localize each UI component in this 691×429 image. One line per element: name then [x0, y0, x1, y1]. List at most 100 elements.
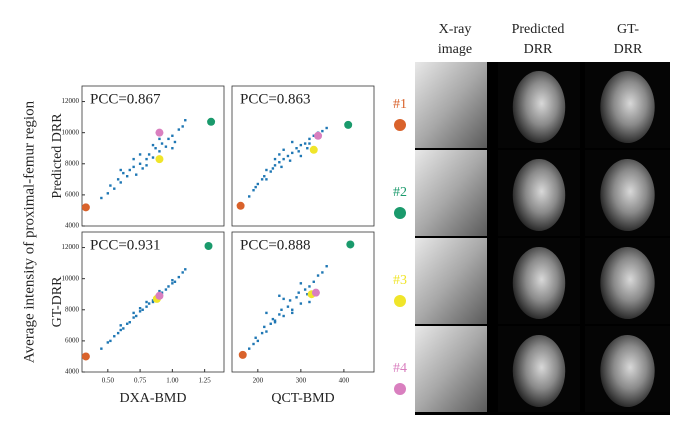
point [177, 128, 181, 131]
highlight-point [344, 120, 353, 129]
point [291, 311, 294, 315]
point [308, 300, 311, 304]
highlight-point [81, 352, 90, 361]
point [263, 325, 266, 329]
point [119, 328, 122, 332]
y-axis-label: Average intensity of proximal-femur regi… [21, 100, 37, 363]
point [145, 164, 148, 167]
femur-shape [512, 159, 566, 231]
point [116, 331, 120, 335]
plot-frame [81, 85, 225, 227]
point [297, 291, 300, 294]
point [252, 342, 255, 346]
point [286, 305, 290, 308]
point [125, 175, 129, 178]
point [306, 293, 309, 296]
point [278, 161, 281, 164]
x-tick-label: 1.00 [166, 377, 179, 385]
image-tile [415, 150, 487, 236]
point [171, 134, 174, 137]
x-tick-label: 300 [296, 377, 307, 385]
point [119, 181, 122, 184]
point [128, 321, 131, 324]
y-tick-label: 10000 [62, 128, 80, 136]
highlight-point [204, 242, 213, 250]
row-label: #3 [393, 273, 407, 288]
column-header: DRR [524, 42, 553, 57]
point [288, 159, 292, 162]
point [254, 185, 257, 189]
point [312, 280, 315, 283]
y-tick-label: 4000 [65, 368, 80, 376]
column-header: image [438, 42, 472, 57]
highlight-point [155, 291, 164, 300]
point [280, 165, 283, 169]
point [158, 289, 161, 293]
point [265, 311, 268, 315]
point [132, 311, 135, 315]
row-marker [394, 383, 406, 395]
femur-shape [512, 335, 566, 407]
row-label: #1 [393, 97, 407, 112]
point [282, 148, 285, 151]
x-tick-label: 0.75 [134, 377, 147, 385]
y-axis-label: Predicted DRR [50, 113, 65, 199]
x-axis-label: DXA-BMD [120, 391, 187, 406]
point [141, 167, 144, 170]
image-tile [415, 62, 487, 148]
point [113, 335, 116, 338]
point [100, 347, 103, 350]
image-grid [415, 62, 670, 415]
point [167, 137, 170, 141]
point [119, 324, 122, 327]
point [297, 150, 300, 153]
point [173, 280, 177, 283]
row-marker [394, 119, 406, 131]
x-tick-label: 1.25 [199, 377, 212, 385]
point [151, 143, 155, 147]
point [252, 189, 255, 192]
highlight-point [236, 201, 245, 210]
y-tick-label: 8000 [65, 159, 80, 167]
point [113, 187, 116, 190]
point [325, 265, 328, 268]
point [286, 154, 290, 158]
y-tick-label: 8000 [65, 305, 80, 313]
femur-shape [512, 71, 566, 143]
point [306, 147, 309, 150]
highlight-point [155, 128, 164, 137]
y-tick-label: 4000 [65, 222, 80, 230]
point [138, 307, 142, 310]
annotation: PCC=0.888 [240, 237, 311, 253]
plot-frame [231, 231, 375, 373]
point [299, 302, 303, 305]
point [265, 168, 268, 172]
column-header: X-ray [439, 22, 472, 37]
point [116, 178, 120, 181]
plot-frame [81, 231, 225, 373]
femur-shape [600, 247, 655, 319]
point [138, 310, 142, 313]
point [184, 119, 187, 122]
point [256, 182, 260, 186]
plot-frame [231, 85, 375, 227]
point [265, 330, 268, 333]
point [295, 147, 298, 150]
point [295, 296, 298, 299]
highlight-point [346, 240, 355, 249]
femur-shape [600, 159, 655, 231]
point [265, 178, 268, 181]
highlight-point [238, 350, 247, 359]
highlight-point [155, 155, 164, 164]
point [122, 171, 125, 175]
point [248, 347, 251, 350]
x-axis-label: QCT-BMD [271, 391, 334, 406]
point [273, 164, 277, 167]
point [151, 156, 155, 159]
point [280, 308, 283, 311]
point [135, 173, 138, 176]
point [160, 142, 164, 145]
femur-shape [600, 335, 655, 407]
y-tick-label: 10000 [62, 274, 80, 282]
